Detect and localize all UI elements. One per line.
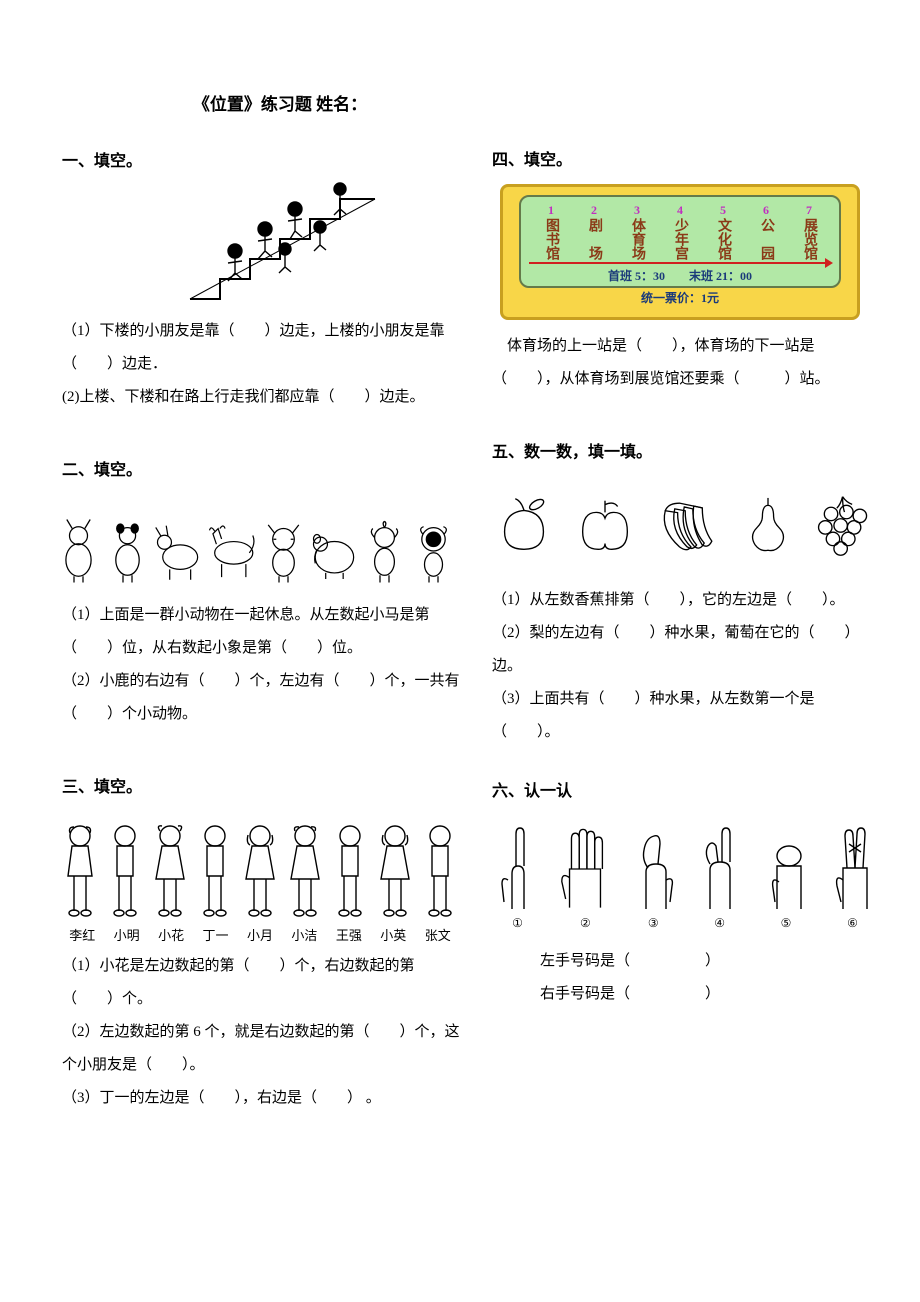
- fruits-illustration: [490, 480, 880, 570]
- s1-q2: (2)上楼、下楼和在路上行走我们都应靠（ ）边走。: [62, 381, 460, 414]
- bus-route-widget: 1图书馆 2剧 场 3体育场 4少年宫 5文化馆 6公 园 7展览馆 首班 5：…: [500, 184, 860, 320]
- s2-heading: 二、填空。: [62, 456, 460, 480]
- s4-heading: 四、填空。: [492, 146, 880, 170]
- s3-q3: （3）丁一的左边是（ ），右边是（ ） 。: [62, 1082, 460, 1115]
- s3-q2: （2）左边数起的第 6 个，就是右边数起的第（ ）个，这个小朋友是（ ）。: [62, 1016, 460, 1082]
- worksheet-title: 《位置》练习题 姓名：: [50, 90, 460, 115]
- s5-heading: 五、数一数，填一填。: [492, 438, 880, 462]
- s4-q1: 体育场的上一站是（ ），体育场的下一站是（ ），从体育场到展览馆还要乘（ ）站。: [492, 330, 880, 396]
- s6-heading: 六、认一认: [492, 777, 880, 801]
- s6-a2: 右手号码是（ ）: [540, 978, 880, 1011]
- s3-heading: 三、填空。: [62, 773, 460, 797]
- children-illustration: 李红小明小花丁一小月小洁王强小英张文: [60, 811, 460, 944]
- s5-q3: （3）上面共有（ ）种水果，从左数第一个是（ ）。: [492, 683, 880, 749]
- bus-schedule: 首班 5：30 末班 21：00: [529, 267, 830, 284]
- s2-q2: （2）小鹿的右边有（ ）个，左边有（ ）个，一共有（ ）个小动物。: [62, 665, 460, 731]
- bus-fare: 统一票价：1元: [641, 289, 719, 306]
- s6-a1: 左手号码是（ ）: [540, 945, 880, 978]
- s5-q2: （2）梨的左边有（ ）种水果，葡萄在它的（ ）边。: [492, 617, 880, 683]
- right-column: 四、填空。 1图书馆 2剧 场 3体育场 4少年宫 5文化馆 6公 园 7展览馆…: [480, 90, 880, 1262]
- s2-q1: （1）上面是一群小动物在一起休息。从左数起小马是第（ ）位，从右数起小象是第（ …: [62, 599, 460, 665]
- s1-q1: （1）下楼的小朋友是靠（ ）边走，上楼的小朋友是靠（ ）边走．: [62, 315, 460, 381]
- stairs-illustration: [180, 179, 380, 309]
- s3-q1: （1）小花是左边数起的第（ ）个，右边数起的第（ ）个。: [62, 950, 460, 1016]
- hands-illustration: ① ② ③ ④ ⑤ ⑥: [490, 821, 880, 931]
- left-column: 《位置》练习题 姓名： 一、填空。 （1）下楼的小朋友是靠（ ）边走，上楼的小朋…: [50, 90, 460, 1262]
- animals-illustration: [56, 496, 456, 591]
- s1-heading: 一、填空。: [62, 147, 460, 171]
- s5-q1: （1）从左数香蕉排第（ ），它的左边是（ ）。: [492, 584, 880, 617]
- children-names: 李红小明小花丁一小月小洁王强小英张文: [60, 925, 460, 944]
